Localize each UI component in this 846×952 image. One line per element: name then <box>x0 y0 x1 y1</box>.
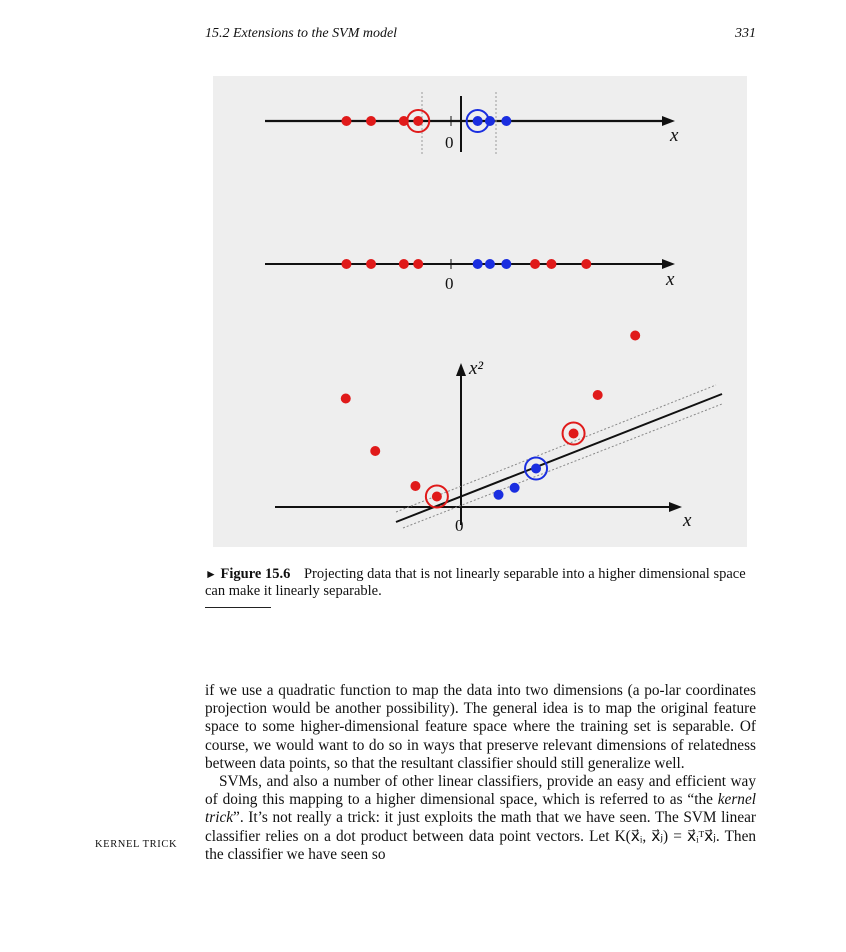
panel3-red-point-0 <box>340 393 351 404</box>
panel3-red-point-4 <box>568 428 579 439</box>
panel2-red-point-3 <box>413 259 424 269</box>
panel3-margin-lower <box>402 403 723 529</box>
panel2-red-point-4 <box>530 259 541 269</box>
panel1-x-label: x <box>669 125 679 146</box>
panel3-support-vector-0 <box>424 484 449 509</box>
caption-label: Figure 15.6 <box>220 566 291 582</box>
panel3-red-point-3 <box>431 491 442 502</box>
panel2-zero-label: 0 <box>445 274 454 293</box>
panel2-red-point-6 <box>581 259 592 269</box>
figure-caption: ► Figure 15.6 Projecting data that is no… <box>205 566 756 600</box>
panel1-arrow <box>662 116 675 126</box>
panel3-y-label: x² <box>468 358 483 379</box>
panel1-red-point-0 <box>341 116 352 126</box>
panel2-points <box>341 259 592 269</box>
panel3-y-arrow <box>456 363 466 376</box>
panel3-red-point-6 <box>630 330 641 341</box>
paragraph-1: if we use a quadratic function to map th… <box>205 682 756 772</box>
panel2-red-point-5 <box>546 259 557 269</box>
caption-marker: ► <box>205 567 217 581</box>
figure-15-6: 0 x 0 x 0 x x² <box>213 76 747 547</box>
page-number: 331 <box>735 26 756 41</box>
panel2-red-point-1 <box>366 259 377 269</box>
body-text: if we use a quadratic function to map th… <box>205 682 756 864</box>
panel2-blue-point-1 <box>484 259 495 269</box>
panel1-red-point-2 <box>398 116 409 126</box>
kernel-formula: K(x⃗ᵢ, x⃗ⱼ) = x⃗ᵢᵀx⃗ⱼ <box>614 827 716 845</box>
panel3-x-label: x <box>682 510 692 531</box>
panel3-points <box>340 330 641 509</box>
panel3-blue-point-1 <box>509 482 520 493</box>
panel2-red-point-2 <box>398 259 409 269</box>
kernel-trick-term: kernel trick <box>205 791 756 827</box>
panel2-blue-point-2 <box>501 259 512 269</box>
panel-2: 0 x <box>265 259 675 293</box>
panel1-points <box>341 109 512 133</box>
panel3-red-point-5 <box>592 390 603 400</box>
panel1-support-vector-1 <box>465 109 490 133</box>
section-title: 15.2 Extensions to the SVM model <box>205 26 398 41</box>
panel-3: 0 x x² <box>275 330 723 535</box>
caption-rule <box>205 607 271 608</box>
panel1-blue-point-2 <box>501 116 512 126</box>
panel1-zero-label: 0 <box>445 133 454 152</box>
panel3-blue-point-2 <box>531 463 542 474</box>
margin-note-kernel-trick: KERNEL TRICK <box>95 839 178 850</box>
panel3-margin-upper <box>395 384 717 513</box>
panel3-support-vector-2 <box>561 421 586 446</box>
panel2-x-label: x <box>665 269 675 290</box>
panel3-red-point-2 <box>410 481 421 491</box>
panel2-blue-point-0 <box>472 259 483 269</box>
panel3-red-point-1 <box>370 446 381 456</box>
panel2-red-point-0 <box>341 259 352 269</box>
panel1-red-point-1 <box>366 116 377 126</box>
panel3-support-vector-1 <box>524 456 549 481</box>
panel-1: 0 x <box>265 92 679 154</box>
paragraph-2: SVMs, and also a number of other linear … <box>205 773 756 864</box>
running-head: 15.2 Extensions to the SVM model 331 <box>205 26 756 46</box>
panel3-zero-label: 0 <box>455 516 464 535</box>
panel3-x-arrow <box>669 502 682 512</box>
caption-text: Projecting data that is not linearly sep… <box>205 566 746 599</box>
paragraph-2-part-2: ”. It’s not really a trick: it just expl… <box>205 809 756 845</box>
figure-svg: 0 x 0 x 0 x x² <box>265 92 723 535</box>
panel1-blue-point-0 <box>472 116 483 126</box>
panel2-arrow <box>662 259 675 269</box>
panel3-decision-boundary <box>395 393 723 523</box>
paragraph-2-part-3: . Then the classifier we have seen so <box>205 827 757 863</box>
panel3-blue-point-0 <box>493 489 504 500</box>
panel1-blue-point-1 <box>484 116 495 126</box>
panel1-red-point-3 <box>413 116 424 126</box>
panel1-support-vector-0 <box>406 109 431 133</box>
paragraph-2-part-1: SVMs, and also a number of other linear … <box>205 773 756 809</box>
